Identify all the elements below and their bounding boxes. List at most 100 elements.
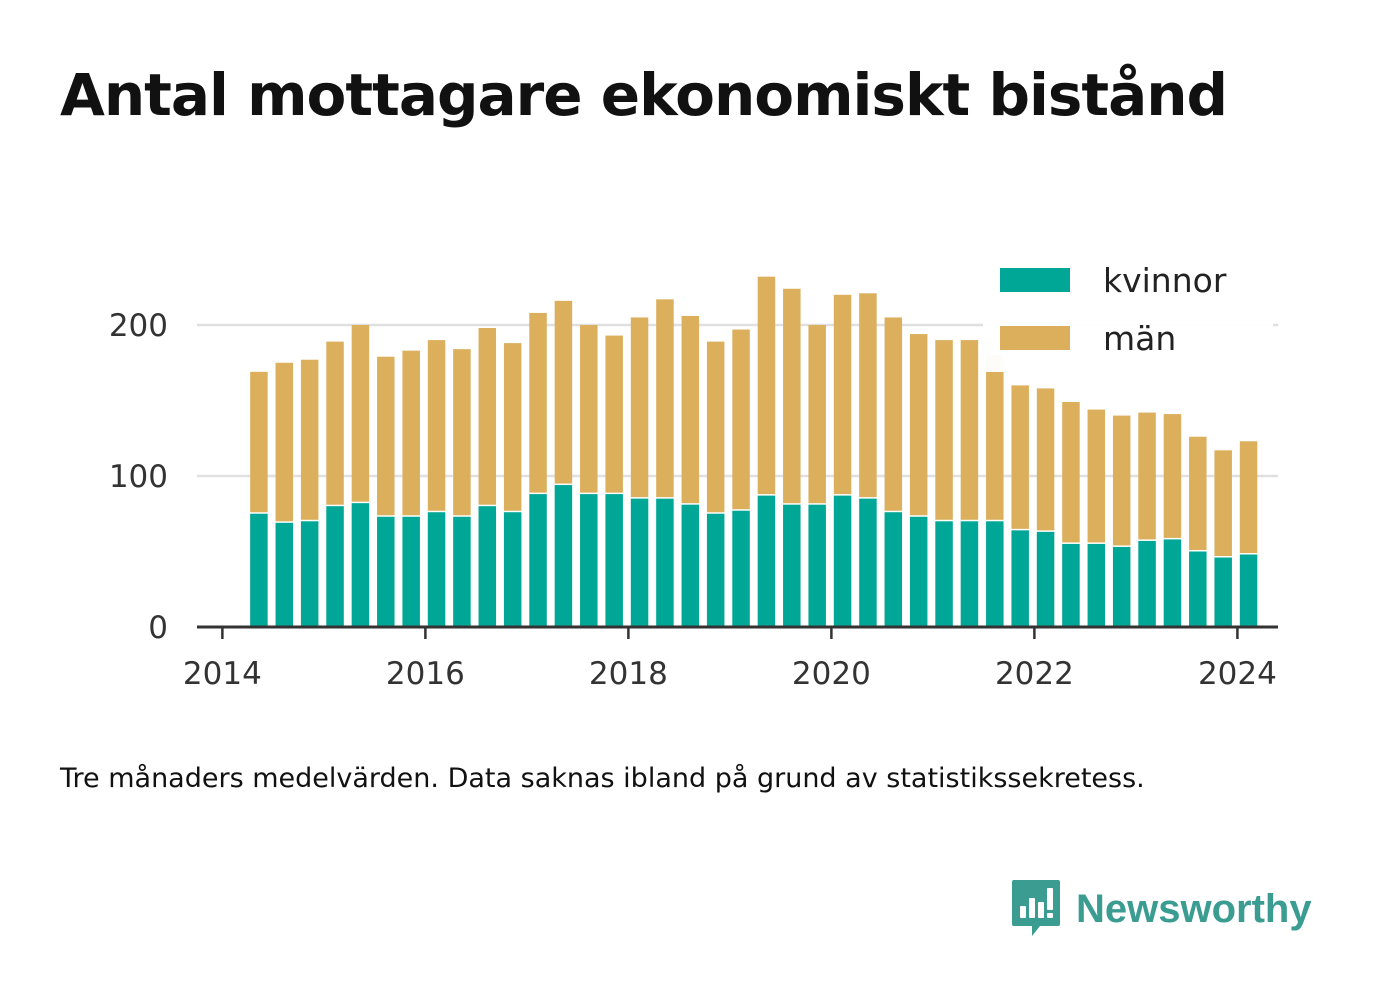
bar-kvinnor: [909, 516, 928, 627]
bar-kvinnor: [377, 516, 395, 627]
bar-man: [605, 335, 623, 493]
bar-man: [630, 317, 649, 498]
legend: kvinnor män: [983, 250, 1273, 372]
bar-man: [757, 276, 776, 495]
bar-kvinnor: [935, 521, 953, 627]
brand-logo[interactable]: Newsworthy: [1010, 878, 1312, 940]
bar-man: [732, 329, 750, 510]
bar-kvinnor: [402, 516, 420, 627]
bar-man: [1163, 414, 1182, 538]
bar-kvinnor: [326, 506, 344, 627]
legend-swatch-man: [1000, 326, 1070, 350]
bar-man: [1138, 412, 1156, 540]
legend-label: kvinnor: [1103, 261, 1227, 300]
bar-man: [656, 299, 674, 498]
legend-label: män: [1103, 319, 1176, 358]
bar-kvinnor: [580, 494, 598, 627]
bar-kvinnor: [833, 495, 852, 627]
x-tick-label: 2016: [386, 656, 465, 692]
bar-man: [554, 300, 573, 484]
bar-kvinnor: [1011, 530, 1029, 627]
brand-name: Newsworthy: [1076, 887, 1312, 931]
bar-man: [1011, 385, 1029, 529]
bar-kvinnor: [757, 495, 776, 627]
bar-man: [351, 325, 370, 502]
bar-kvinnor: [859, 498, 877, 627]
x-tick-label: 2018: [589, 656, 668, 692]
bar-man: [1112, 415, 1131, 546]
newsworthy-logo-icon: [1012, 880, 1060, 936]
bar-man: [783, 288, 801, 504]
bar-man: [300, 359, 319, 520]
bar-kvinnor: [960, 521, 979, 627]
axes: 0 100 200 2014 2016 2018 2020 2022 2024: [109, 308, 1278, 692]
bar-man: [1239, 441, 1258, 554]
bar-man: [453, 349, 471, 516]
bar-kvinnor: [1163, 539, 1182, 627]
bar-kvinnor: [554, 485, 573, 627]
bar-man: [580, 325, 598, 493]
bar-kvinnor: [605, 494, 623, 627]
bar-man: [377, 356, 395, 516]
bar-kvinnor: [453, 516, 471, 627]
bar-man: [1189, 436, 1207, 550]
bars: [250, 276, 1258, 627]
chart-title: Antal mottagare ekonomiskt bistånd: [60, 61, 1228, 129]
bar-kvinnor: [250, 513, 268, 627]
bar-man: [935, 340, 953, 520]
footnote: Tre månaders medelvärden. Data saknas ib…: [60, 763, 1145, 794]
bar-man: [884, 317, 903, 511]
bar-man: [529, 312, 547, 493]
x-tick-label: 2020: [792, 656, 871, 692]
bar-kvinnor: [351, 503, 370, 627]
bar-man: [1087, 409, 1106, 543]
bar-kvinnor: [1239, 554, 1258, 627]
bar-kvinnor: [503, 512, 522, 627]
bar-kvinnor: [1087, 543, 1106, 627]
bar-man: [986, 355, 1004, 520]
bar-man: [478, 328, 497, 505]
bar-kvinnor: [884, 512, 903, 627]
bar-kvinnor: [529, 494, 547, 627]
bar-kvinnor: [1062, 543, 1080, 627]
bar-kvinnor: [808, 504, 826, 627]
bar-man: [859, 293, 877, 498]
bar-man: [1062, 402, 1080, 543]
bar-man: [1036, 388, 1055, 531]
x-tick-label: 2024: [1198, 656, 1277, 692]
bar-man: [326, 341, 344, 505]
bar-kvinnor: [300, 521, 319, 627]
bar-man: [681, 315, 700, 504]
bar-kvinnor: [783, 504, 801, 627]
bar-kvinnor: [986, 521, 1004, 627]
bar-kvinnor: [1189, 551, 1207, 627]
bar-man: [909, 334, 928, 516]
bar-kvinnor: [681, 504, 700, 627]
y-tick-label: 0: [148, 610, 168, 646]
bar-kvinnor: [1112, 546, 1131, 627]
bar-man: [1214, 450, 1232, 557]
bar-kvinnor: [1214, 557, 1232, 627]
bar-man: [503, 343, 522, 511]
bar-man: [706, 341, 725, 513]
bar-kvinnor: [1138, 540, 1156, 627]
bar-kvinnor: [275, 522, 294, 627]
x-tick-label: 2014: [183, 656, 262, 692]
x-tick-label: 2022: [995, 656, 1074, 692]
bar-man: [275, 362, 294, 522]
bar-man: [427, 340, 446, 511]
bar-kvinnor: [478, 506, 497, 627]
bar-man: [250, 371, 268, 513]
bar-kvinnor: [656, 498, 674, 627]
bar-kvinnor: [427, 512, 446, 627]
bar-kvinnor: [706, 513, 725, 627]
y-tick-label: 200: [109, 308, 168, 344]
bar-kvinnor: [630, 498, 649, 627]
legend-swatch-kvinnor: [1000, 268, 1070, 292]
bar-man: [833, 294, 852, 495]
bar-man: [402, 350, 420, 516]
bar-man: [808, 325, 826, 504]
y-tick-label: 100: [109, 459, 168, 495]
bar-man: [960, 340, 979, 520]
